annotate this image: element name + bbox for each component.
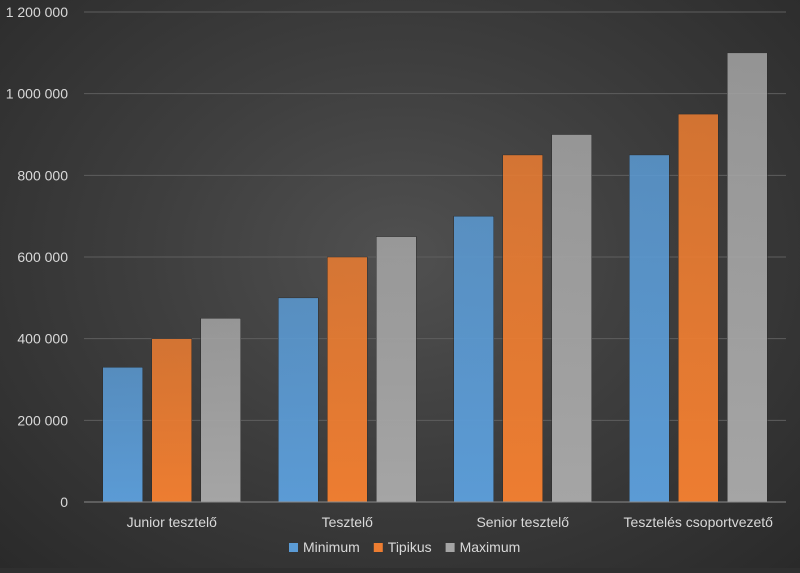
bars (102, 52, 768, 503)
bar-tipikus-1 (151, 338, 192, 503)
y-tick-label: 1 000 000 (6, 86, 68, 102)
y-tick-label: 0 (60, 494, 68, 510)
y-tick-label: 400 000 (17, 331, 68, 347)
bar-tipikus-4 (678, 113, 719, 503)
y-tick-label: 1 200 000 (6, 4, 68, 20)
bar-maximum-1 (200, 318, 241, 503)
x-axis-categories: Junior tesztelő Tesztelő Senior tesztelő Te… (127, 514, 774, 530)
legend: Minimum Tipikus Maximum (289, 539, 520, 555)
bar-minimum-2 (278, 297, 319, 503)
legend-label-maximum: Maximum (460, 539, 521, 555)
legend-swatch-tipikus (373, 543, 383, 552)
bar-maximum-4 (727, 52, 768, 503)
legend-label-minimum: Minimum (303, 539, 360, 555)
legend-label-tipikus: Tipikus (388, 539, 432, 555)
x-category-label: Tesztelés csoportvezető (624, 514, 774, 530)
bar-maximum-2 (376, 236, 417, 503)
bar-tipikus-3 (502, 154, 543, 503)
y-tick-label: 800 000 (17, 167, 68, 183)
bar-tipikus-2 (327, 256, 368, 503)
y-tick-label: 600 000 (17, 249, 68, 265)
bar-minimum-1 (102, 367, 143, 503)
bar-minimum-3 (453, 215, 494, 503)
bar-maximum-3 (551, 134, 592, 503)
y-axis-ticks: 0 200 000 400 000 600 000 800 000 1 000 000 1 … (6, 4, 69, 510)
x-category-label: Junior tesztelő (127, 514, 217, 530)
x-category-label: Tesztelő (322, 514, 374, 530)
bar-minimum-4 (629, 154, 670, 503)
y-tick-label: 200 000 (17, 412, 68, 428)
legend-swatch-minimum (289, 543, 298, 552)
x-category-label: Senior tesztelő (476, 514, 569, 530)
legend-swatch-maximum (445, 543, 455, 552)
